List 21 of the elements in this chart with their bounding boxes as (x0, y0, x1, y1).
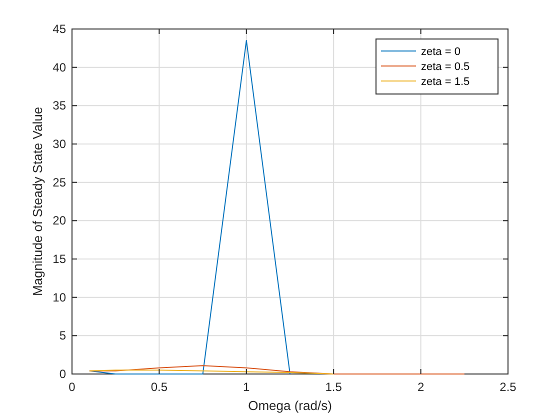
y-tick-label: 0 (59, 367, 66, 381)
y-tick-label: 15 (52, 252, 66, 266)
y-tick-label: 35 (52, 98, 66, 113)
y-tick-label: 40 (52, 60, 66, 74)
x-tick-label: 2 (417, 380, 424, 394)
x-tick-label: 1 (243, 380, 250, 394)
legend-label: zeta = 0 (421, 46, 460, 58)
legend-label: zeta = 1.5 (421, 76, 470, 88)
x-tick-label: 0 (68, 380, 76, 394)
x-tick-label: 1.5 (325, 380, 342, 394)
y-tick-label: 25 (52, 175, 66, 190)
y-axis-title: Magnitude of Steady State Value (30, 106, 45, 296)
x-axis-title: Omega (rad/s) (248, 398, 332, 413)
x-tick-label: 0.5 (150, 380, 168, 394)
y-tick-label: 45 (52, 22, 66, 36)
y-tick-label: 20 (52, 214, 66, 228)
legend-label: zeta = 0.5 (421, 61, 470, 73)
y-tick-label: 10 (52, 290, 66, 304)
x-tick-label: 2.5 (500, 380, 517, 394)
y-tick-label: 5 (59, 328, 66, 343)
y-tick-label: 30 (52, 137, 66, 151)
